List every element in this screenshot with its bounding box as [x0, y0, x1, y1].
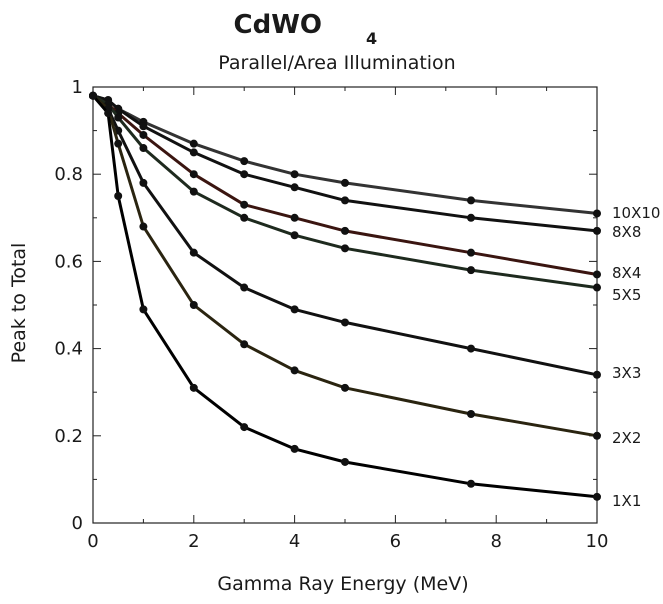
- x-tick-label: 6: [390, 531, 401, 552]
- data-point: [104, 109, 113, 118]
- y-axis-label: Peak to Total: [8, 243, 30, 364]
- data-point: [593, 492, 601, 501]
- series-label: 8X8: [612, 223, 641, 241]
- data-point: [593, 270, 601, 279]
- data-point: [341, 244, 349, 253]
- data-point: [290, 231, 299, 240]
- series-line: [92, 94, 598, 438]
- data-point: [290, 183, 299, 192]
- series-1x1: [89, 91, 601, 501]
- data-point: [114, 192, 123, 200]
- axes: 0 2 4 6 8 10 0 0.2 0.4 0.6 0.8 1: [54, 77, 608, 552]
- data-point: [139, 178, 148, 187]
- data-point: [290, 170, 299, 179]
- data-point: [341, 318, 349, 327]
- series-line: [92, 94, 598, 377]
- series-3x3: [89, 91, 601, 379]
- data-point: [593, 283, 601, 292]
- data-point: [89, 91, 97, 100]
- chart-title: CdWO: [234, 10, 322, 40]
- x-tick-label: 2: [188, 531, 199, 552]
- series-label: 5X5: [612, 286, 641, 304]
- chart-subtitle: Parallel/Area Illumination: [218, 52, 455, 74]
- series-2x2: [89, 91, 601, 440]
- x-tick-label: 0: [87, 531, 98, 552]
- data-point: [139, 222, 148, 231]
- data-point: [114, 139, 123, 148]
- data-point: [341, 178, 349, 187]
- data-point: [139, 130, 148, 139]
- data-point: [290, 444, 299, 453]
- series-label: 3X3: [612, 364, 641, 382]
- data-point: [290, 366, 299, 375]
- y-tick-label: 0.4: [54, 339, 83, 360]
- y-tick-label: 0: [72, 513, 83, 534]
- data-point: [139, 122, 148, 131]
- series-label: 1X1: [612, 492, 641, 510]
- data-point: [139, 305, 148, 314]
- data-point: [240, 213, 249, 222]
- series-group: [89, 91, 601, 501]
- data-point: [467, 344, 475, 353]
- data-point: [290, 305, 299, 314]
- data-point: [240, 157, 249, 166]
- x-tick-label: 10: [586, 531, 609, 552]
- plot-frame: [92, 86, 598, 524]
- data-point: [341, 196, 349, 205]
- data-point: [189, 170, 198, 179]
- data-point: [240, 423, 249, 432]
- data-point: [189, 301, 198, 309]
- data-point: [341, 457, 349, 466]
- y-tick-label: 0.8: [54, 164, 83, 185]
- series-label: 2X2: [612, 429, 641, 447]
- data-point: [189, 139, 198, 148]
- series-line: [91, 94, 598, 499]
- y-tick-label: 0.6: [54, 251, 83, 272]
- data-point: [189, 148, 198, 157]
- y-tick-label: 1: [72, 77, 83, 98]
- data-point: [189, 187, 198, 196]
- data-point: [467, 479, 475, 488]
- data-point: [189, 248, 198, 257]
- data-point: [593, 226, 601, 235]
- data-point: [467, 266, 475, 275]
- x-tick-label: 4: [289, 531, 300, 552]
- data-point: [290, 213, 299, 222]
- data-point: [593, 209, 601, 218]
- data-point: [189, 383, 198, 392]
- series-line: [92, 94, 598, 233]
- series-label: 8X4: [612, 264, 641, 282]
- series-label: 10X10: [612, 204, 660, 222]
- chart-title-subscript: 4: [366, 29, 377, 48]
- data-point: [139, 144, 148, 153]
- data-point: [240, 340, 249, 349]
- x-axis-label: Gamma Ray Energy (MeV): [217, 573, 468, 595]
- data-point: [467, 248, 475, 257]
- data-point: [593, 431, 601, 440]
- series-line: [92, 94, 598, 290]
- data-point: [114, 113, 123, 122]
- data-point: [593, 370, 601, 379]
- data-point: [467, 213, 475, 222]
- x-tick-label: 8: [490, 531, 501, 552]
- data-point: [341, 383, 349, 392]
- data-point: [341, 226, 349, 235]
- data-point: [240, 283, 249, 292]
- y-tick-label: 0.2: [54, 426, 83, 447]
- data-point: [240, 170, 249, 179]
- data-point: [467, 196, 475, 205]
- data-point: [240, 200, 249, 209]
- data-point: [467, 410, 475, 418]
